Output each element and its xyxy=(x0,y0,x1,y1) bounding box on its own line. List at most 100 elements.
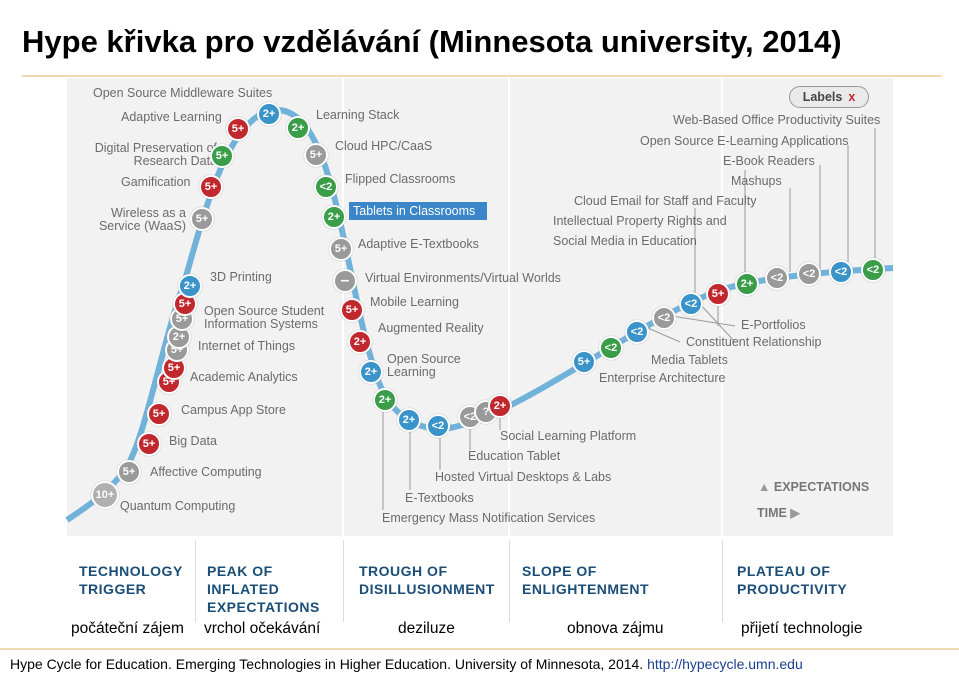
item-label[interactable]: Constituent Relationship xyxy=(686,335,822,349)
phase-title-line: PEAK OF xyxy=(207,563,273,579)
item-label[interactable]: E-Book Readers xyxy=(723,154,815,168)
phase-title-line: TRIGGER xyxy=(79,581,147,597)
item-label[interactable]: Hosted Virtual Desktops & Labs xyxy=(435,470,612,484)
phase-divider xyxy=(509,540,510,622)
item-label[interactable]: Digital Preservation of Research Data xyxy=(94,141,217,168)
maturity-badge[interactable]: <2 xyxy=(599,336,623,360)
caption-url[interactable]: http://hypecycle.umn.edu xyxy=(647,656,803,672)
item-label[interactable]: Open Source E-Learning Applications xyxy=(640,134,849,148)
phase-cz-label: deziluze xyxy=(398,620,455,637)
maturity-badge[interactable]: <2 xyxy=(861,258,885,282)
item-label[interactable]: Mobile Learning xyxy=(370,295,459,309)
maturity-badge[interactable]: 2+ xyxy=(397,408,421,432)
maturity-badge[interactable]: 2+ xyxy=(488,394,512,418)
title-divider xyxy=(22,75,942,77)
maturity-badge[interactable]: 2+ xyxy=(286,116,310,140)
item-label[interactable]: Open Source Learning xyxy=(387,352,461,379)
phase-cz-label: přijetí technologie xyxy=(741,620,863,637)
phase-cz-label: vrchol očekávání xyxy=(204,620,321,637)
maturity-badge[interactable]: <2 xyxy=(679,292,703,316)
maturity-badge[interactable]: 5+ xyxy=(226,117,250,141)
item-label[interactable]: Mashups xyxy=(731,174,782,188)
maturity-badge[interactable]: 5+ xyxy=(340,298,364,322)
maturity-badge[interactable]: 5+ xyxy=(706,282,730,306)
axis-time: TIME ▶ xyxy=(757,505,800,520)
page-title: Hype křivka pro vzdělávání (Minnesota un… xyxy=(22,24,842,59)
phase-title-line: SLOPE OF xyxy=(522,563,597,579)
close-icon[interactable]: x xyxy=(848,90,856,104)
maturity-badge[interactable]: 5+ xyxy=(147,402,171,426)
labels-button-label: Labels xyxy=(802,90,843,104)
item-label[interactable]: Internet of Things xyxy=(198,339,296,353)
item-label[interactable]: Flipped Classrooms xyxy=(345,172,456,186)
item-label[interactable]: Education Tablet xyxy=(468,449,561,463)
item-label[interactable]: E-Textbooks xyxy=(405,491,474,505)
axis-expectations: ▲ EXPECTATIONS xyxy=(758,480,869,494)
item-label[interactable]: Affective Computing xyxy=(150,465,262,479)
maturity-badge[interactable]: – xyxy=(333,269,357,293)
maturity-badge[interactable]: 5+ xyxy=(190,207,214,231)
maturity-badge[interactable]: 2+ xyxy=(373,388,397,412)
maturity-badge[interactable]: 5+ xyxy=(304,143,328,167)
maturity-badge[interactable]: 2+ xyxy=(359,360,383,384)
maturity-badge[interactable]: 2+ xyxy=(735,272,759,296)
item-label[interactable]: Social Media in Education xyxy=(553,234,697,248)
item-label[interactable]: Augmented Reality xyxy=(378,321,484,335)
item-label[interactable]: Adaptive Learning xyxy=(121,110,222,124)
item-label[interactable]: E-Portfolios xyxy=(741,318,806,332)
item-label[interactable]: Enterprise Architecture xyxy=(599,371,726,385)
phase-title: TECHNOLOGY TRIGGER xyxy=(79,562,183,598)
maturity-badge[interactable]: <2 xyxy=(426,414,450,438)
item-label[interactable]: Academic Analytics xyxy=(190,370,298,384)
phase-divider xyxy=(195,540,196,622)
maturity-badge[interactable]: 5+ xyxy=(572,350,596,374)
maturity-badge[interactable]: 10+ xyxy=(91,481,119,509)
maturity-badge[interactable]: <2 xyxy=(765,266,789,290)
arrow-up-icon: ▲ xyxy=(758,480,771,494)
caption-divider xyxy=(0,648,959,650)
caption: Hype Cycle for Education. Emerging Techn… xyxy=(10,656,803,672)
maturity-badge[interactable]: <2 xyxy=(314,175,338,199)
phase-title: PLATEAU OF PRODUCTIVITY xyxy=(737,562,847,598)
maturity-badge[interactable]: 5+ xyxy=(210,144,234,168)
item-label[interactable]: Quantum Computing xyxy=(120,499,236,513)
maturity-badge[interactable]: <2 xyxy=(625,320,649,344)
item-label[interactable]: Intellectual Property Rights and xyxy=(553,214,727,228)
phase-title-line: PLATEAU OF xyxy=(737,563,831,579)
labels-toggle-button[interactable]: Labels x xyxy=(789,86,869,108)
item-label[interactable]: Social Learning Platform xyxy=(500,429,637,443)
phase-title-line: TECHNOLOGY xyxy=(79,563,183,579)
item-label[interactable]: Web-Based Office Productivity Suites xyxy=(673,113,881,127)
maturity-badge[interactable]: 5+ xyxy=(199,175,223,199)
maturity-badge[interactable]: <2 xyxy=(829,260,853,284)
item-label[interactable]: Big Data xyxy=(169,434,217,448)
maturity-badge[interactable]: 5+ xyxy=(137,432,161,456)
maturity-badge[interactable]: 2+ xyxy=(257,102,281,126)
item-label[interactable]: Adaptive E-Textbooks xyxy=(358,237,479,251)
item-label[interactable]: Cloud HPC/CaaS xyxy=(335,139,433,153)
item-label[interactable]: Emergency Mass Notification Services xyxy=(382,511,596,525)
maturity-badge[interactable]: 5+ xyxy=(329,237,353,261)
item-label[interactable]: Virtual Environments/Virtual Worlds xyxy=(365,271,561,285)
phase-divider xyxy=(722,540,723,622)
highlighted-item[interactable]: Tablets in Classrooms xyxy=(349,202,487,220)
maturity-badge[interactable]: <2 xyxy=(797,262,821,286)
maturity-badge[interactable]: <2 xyxy=(652,306,676,330)
item-label[interactable]: Cloud Email for Staff and Faculty xyxy=(574,194,757,208)
maturity-badge[interactable]: 2+ xyxy=(322,205,346,229)
item-label[interactable]: Gamification xyxy=(121,175,191,189)
item-label[interactable]: Open Source Middleware Suites xyxy=(93,86,273,100)
item-label[interactable]: Campus App Store xyxy=(181,403,286,417)
axis-time-label: TIME xyxy=(757,506,787,520)
caption-text: Hype Cycle for Education. Emerging Techn… xyxy=(10,656,648,672)
phase-title: TROUGH OF DISILLUSIONMENT xyxy=(359,562,495,598)
item-label[interactable]: Learning Stack xyxy=(316,108,400,122)
item-label[interactable]: Media Tablets xyxy=(651,353,728,367)
item-label[interactable]: Open Source Student Information Systems xyxy=(204,304,325,331)
maturity-badge[interactable]: 2+ xyxy=(178,274,202,298)
maturity-badge[interactable]: 5+ xyxy=(117,460,141,484)
phase-title-line: TROUGH OF xyxy=(359,563,448,579)
item-label[interactable]: Wireless as a Service (WaaS) xyxy=(98,206,186,233)
maturity-badge[interactable]: 2+ xyxy=(348,330,372,354)
item-label[interactable]: 3D Printing xyxy=(210,270,272,284)
